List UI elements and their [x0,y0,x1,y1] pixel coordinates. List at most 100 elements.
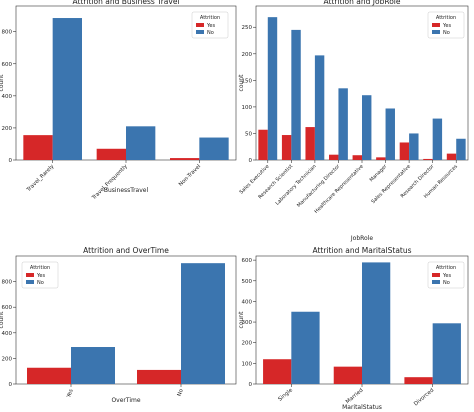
chart-title: Attrition and Business Travel [72,0,179,6]
y-tick-label: 800 [2,30,13,36]
bar-yes-1 [263,359,292,384]
bar-yes-8 [423,158,433,160]
y-tick-label: 200 [242,341,253,347]
y-tick-label: 100 [242,361,253,367]
bar-yes-1 [258,129,268,160]
x-axis-label: OverTime [111,397,140,404]
bar-no-1 [71,347,115,384]
x-axis-label: JobRole [350,235,373,242]
y-tick-label: 150 [242,78,253,84]
bar-no-2 [126,126,156,160]
legend-label: No [443,30,450,36]
bar-yes-6 [376,157,386,160]
legend-label: No [207,30,214,36]
bar-no-2 [362,262,391,384]
legend-swatch [432,30,440,34]
bar-no-8 [432,118,443,160]
bar-no-9 [456,138,466,160]
legend-label: Yes [206,23,215,29]
x-tick-label: Single [277,387,294,403]
y-tick-label: 200 [2,356,13,362]
bar-yes-3 [404,377,433,384]
legend-swatch [26,280,34,284]
bar-no-3 [199,137,229,160]
chart-panel-3: Attrition and OverTime 0 200 400 600 800 count… [0,246,237,404]
x-tick-label: Healthcare Representative [313,164,364,215]
legend-label: No [37,280,44,286]
y-tick-label: 200 [242,52,253,58]
legend-title: Attrition [436,265,456,271]
legend-title: Attrition [200,15,220,21]
legend-label: Yes [442,273,451,279]
x-tick-label: Travel_Frequently [90,163,129,202]
x-tick-label: No [177,388,185,397]
y-tick-label: 800 [2,280,13,286]
y-tick-label: 500 [242,279,253,285]
y-tick-label: 0 [249,158,253,164]
chart-title: Attrition and OverTime [83,246,169,255]
bar-yes-2 [333,366,362,384]
x-tick-label: Manufacturing Director [296,163,342,209]
y-tick-label: 0 [249,382,253,388]
chart-title: Attrition and MaritalStatus [312,246,411,255]
y-tick-label: 400 [2,94,13,100]
chart-title: Attrition and JobRole [323,0,400,6]
y-tick-label: 400 [2,331,13,337]
legend-label: Yes [36,273,45,279]
bar-no-2 [181,263,225,384]
x-tick-label: Manager [369,163,389,183]
bar-yes-7 [399,142,410,160]
y-axis-label: count [0,74,5,92]
bar-no-1 [267,17,278,161]
bar-yes-3 [305,127,315,160]
x-tick-label: Married [345,387,365,405]
legend-title: Attrition [436,15,456,21]
bar-yes-5 [352,155,362,160]
y-axis-label: count [0,311,5,329]
bar-no-1 [291,311,320,384]
bar-yes-9 [446,153,457,160]
y-tick-label: 50 [245,131,252,137]
x-tick-label: Non-Travel [178,164,202,188]
y-axis-label: count [238,74,245,92]
legend-swatch [432,23,440,27]
bar-yes-2 [281,135,292,160]
plot-frame [15,255,237,385]
y-tick-label: 200 [2,126,13,132]
y-tick-label: 250 [242,25,253,31]
bar-no-3 [432,323,461,384]
legend-swatch [432,280,440,284]
chart-panel-1: Attrition and Business Travel 0 200 400 600 8… [0,0,237,202]
legend-swatch [196,23,204,27]
legend-swatch [432,273,440,277]
chart-panel-2: Attrition and JobRole 0 50 100 150 200 250 coun… [238,0,469,242]
x-tick-label: Travel_Rarely [25,163,56,194]
x-axis-label: BusinessTravel [104,187,149,194]
legend-title: Attrition [30,265,50,271]
bar-yes-4 [329,154,339,160]
y-tick-label: 600 [242,258,253,264]
bar-no-2 [291,29,301,161]
y-tick-label: 600 [2,305,13,311]
bar-yes-1 [27,367,71,384]
x-tick-label: Divorced [413,387,435,407]
bar-yes-2 [137,369,181,384]
y-axis-label: count [238,311,245,329]
bar-yes-3 [170,158,200,160]
y-tick-label: 400 [242,299,253,305]
legend-swatch [196,30,204,34]
bar-no-3 [314,55,325,160]
bar-no-6 [385,108,395,160]
x-tick-label: Laboratory Technician [275,164,318,207]
bar-yes-1 [23,135,53,160]
y-tick-label: 0 [9,158,13,164]
y-tick-label: 0 [9,382,13,388]
chart-panel-4: Attrition and MaritalStatus 0 100 200 300 400… [238,246,469,411]
bar-no-7 [409,133,419,160]
bar-no-5 [362,95,372,160]
